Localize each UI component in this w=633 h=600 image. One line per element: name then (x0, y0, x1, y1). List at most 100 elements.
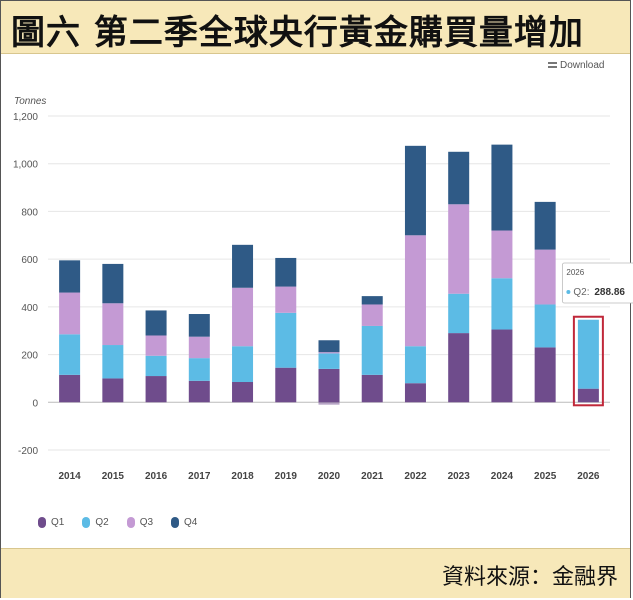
bar-2015-q1[interactable] (102, 378, 124, 403)
figure-header: 圖六 第二季全球央行黃金購買量增加 (1, 1, 630, 54)
bar-2016-q3[interactable] (145, 335, 167, 356)
legend-swatch (126, 516, 135, 528)
download-icon[interactable] (548, 62, 557, 71)
y-tick-labels: -200 0 200 400 600 800 1,000 1,200 (13, 112, 38, 457)
x-tick-label: 2021 (361, 471, 384, 482)
bar-2023-q3[interactable] (448, 204, 470, 294)
tooltip: 2026 Q2: 288.86 (561, 262, 633, 304)
legend-label: Q1 (51, 516, 65, 528)
source-bar: 資料來源：金融界 (1, 548, 630, 598)
bar-2026-q1[interactable] (577, 388, 599, 403)
bar-2023-q4[interactable] (448, 151, 470, 205)
bar-2018-q4[interactable] (232, 244, 254, 288)
bar-2019-q2[interactable] (275, 312, 297, 368)
bar-2016-q2[interactable] (145, 355, 167, 377)
bar-2021-q4[interactable] (361, 296, 383, 305)
bar-2025-q3[interactable] (534, 249, 556, 305)
bar-2025-q1[interactable] (534, 347, 556, 403)
legend-label: Q4 (184, 516, 198, 528)
tooltip-value: 288.86 (594, 287, 625, 298)
y-tick-label: 400 (21, 303, 38, 314)
bar-2024-q4[interactable] (491, 144, 513, 231)
y-tick-label: 800 (21, 207, 38, 218)
x-tick-label: 2014 (58, 471, 81, 482)
bar-2016-q4[interactable] (145, 310, 167, 336)
legend-item-q4[interactable]: Q4 (171, 516, 198, 528)
bar-2025-q4[interactable] (534, 201, 556, 250)
bar-2020-q4[interactable] (318, 340, 340, 353)
bar-2018-q1[interactable] (232, 382, 254, 403)
x-tick-label: 2015 (102, 471, 125, 482)
tooltip-series: Q2: (573, 287, 589, 298)
bar-2017-q2[interactable] (188, 358, 210, 381)
y-tick-label: 200 (21, 351, 38, 362)
bar-2015-q4[interactable] (102, 263, 124, 304)
legend-swatch (82, 516, 91, 528)
x-tick-label: 2016 (145, 471, 168, 482)
y-axis-label: Tonnes (14, 96, 46, 107)
legend-swatch (38, 516, 46, 528)
bar-2017-q1[interactable] (188, 380, 210, 403)
x-tick-labels: 2014 2015 2016 2017 2018 2019 2020 2021 2022 2023… (58, 471, 599, 482)
bar-2024-q3[interactable] (491, 230, 513, 279)
tooltip-box (561, 262, 633, 304)
x-tick-label: 2024 (491, 471, 514, 482)
source-note: 資料來源：金融界 (441, 564, 618, 589)
stacked-bar-chart: Tonnes -200 0 200 400 600 800 1,000 1,200 2014 2… (13, 96, 633, 482)
bar-2014-q4[interactable] (59, 260, 81, 293)
legend-item-q3[interactable]: Q3 (126, 516, 154, 528)
highlight-box (572, 315, 604, 407)
bar-2026-q2[interactable] (577, 319, 599, 389)
legend-item-q1[interactable]: Q1 (38, 516, 65, 528)
bar-2021-q3[interactable] (361, 304, 383, 326)
bar-2018-q3[interactable] (232, 287, 254, 347)
bar-2021-q1[interactable] (361, 374, 383, 403)
y-tick-label: 1,200 (13, 112, 38, 123)
legend-item-q2[interactable]: Q2 (82, 516, 109, 528)
bar-2020-q2[interactable] (318, 353, 340, 369)
x-tick-label: 2022 (404, 471, 427, 482)
bar-2025-q2[interactable] (534, 304, 556, 348)
bar-2015-q3[interactable] (102, 303, 124, 346)
bar-2024-q2[interactable] (491, 278, 513, 330)
bar-2020-q1[interactable] (318, 368, 340, 403)
bar-2022-q4[interactable] (404, 145, 426, 236)
bar-2020-negative[interactable] (318, 402, 340, 405)
bar-2014-q2[interactable] (59, 334, 81, 375)
bar-2021-q2[interactable] (361, 325, 383, 375)
x-tick-label: 2017 (188, 471, 211, 482)
tooltip-year: 2026 (566, 268, 584, 277)
y-tick-label: 600 (21, 255, 38, 266)
legend-label: Q2 (95, 516, 109, 528)
bar-2017-q4[interactable] (188, 314, 210, 337)
x-tick-label: 2023 (448, 471, 471, 482)
bar-2024-q1[interactable] (491, 329, 513, 403)
y-tick-label: 0 (32, 398, 38, 409)
bar-2022-q3[interactable] (404, 235, 426, 347)
bar-2014-q3[interactable] (59, 292, 81, 335)
y-tick-label: -200 (18, 446, 38, 457)
gridlines (48, 115, 610, 451)
bar-2017-q3[interactable] (188, 336, 210, 359)
bar-2016-q1[interactable] (145, 376, 167, 403)
legend-label: Q3 (139, 516, 154, 528)
x-tick-label: 2025 (534, 471, 557, 482)
bar-2019-q3[interactable] (275, 286, 297, 313)
x-tick-label: 2018 (231, 471, 254, 482)
legend-swatch (171, 516, 180, 528)
download-button[interactable]: Download (560, 60, 605, 71)
bar-2019-q1[interactable] (275, 367, 297, 403)
bar-2014-q1[interactable] (59, 374, 81, 403)
bar-2022-q2[interactable] (404, 346, 426, 384)
bar-2023-q1[interactable] (448, 333, 470, 403)
bar-2020-q3[interactable] (318, 352, 340, 354)
bar-2018-q2[interactable] (232, 346, 254, 383)
bar-2022-q1[interactable] (404, 383, 426, 403)
bar-2015-q2[interactable] (102, 345, 124, 379)
legend: Q1 Q2 Q3 Q4 (38, 514, 197, 530)
bar-2019-q4[interactable] (275, 257, 297, 287)
figure-title: 圖六 第二季全球央行黃金購買量增加 (11, 13, 584, 53)
bars (59, 144, 604, 407)
bar-2023-q2[interactable] (448, 293, 470, 334)
y-tick-label: 1,000 (13, 160, 38, 171)
